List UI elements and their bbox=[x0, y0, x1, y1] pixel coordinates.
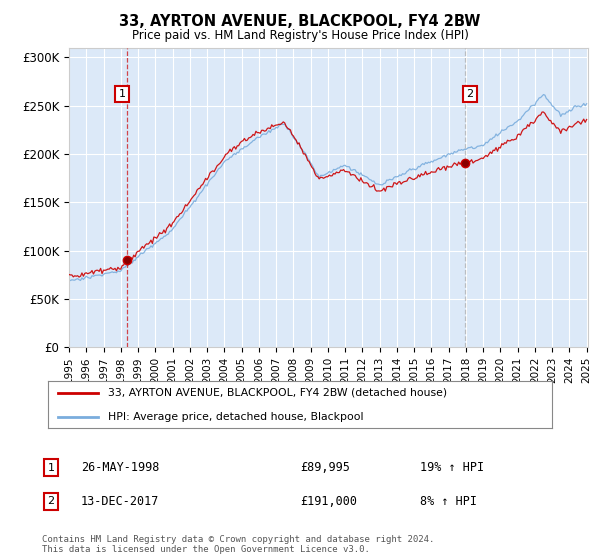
Text: 13-DEC-2017: 13-DEC-2017 bbox=[81, 494, 160, 508]
Text: 26-MAY-1998: 26-MAY-1998 bbox=[81, 461, 160, 474]
Text: 1: 1 bbox=[119, 89, 125, 99]
Text: 2: 2 bbox=[47, 496, 55, 506]
Text: 19% ↑ HPI: 19% ↑ HPI bbox=[420, 461, 484, 474]
Text: Contains HM Land Registry data © Crown copyright and database right 2024.
This d: Contains HM Land Registry data © Crown c… bbox=[42, 535, 434, 554]
Text: 2: 2 bbox=[467, 89, 474, 99]
Text: 33, AYRTON AVENUE, BLACKPOOL, FY4 2BW (detached house): 33, AYRTON AVENUE, BLACKPOOL, FY4 2BW (d… bbox=[109, 388, 448, 398]
Text: £89,995: £89,995 bbox=[300, 461, 350, 474]
Text: Price paid vs. HM Land Registry's House Price Index (HPI): Price paid vs. HM Land Registry's House … bbox=[131, 29, 469, 42]
Text: 1: 1 bbox=[47, 463, 55, 473]
Text: 33, AYRTON AVENUE, BLACKPOOL, FY4 2BW: 33, AYRTON AVENUE, BLACKPOOL, FY4 2BW bbox=[119, 14, 481, 29]
Text: HPI: Average price, detached house, Blackpool: HPI: Average price, detached house, Blac… bbox=[109, 412, 364, 422]
Text: £191,000: £191,000 bbox=[300, 494, 357, 508]
Text: 8% ↑ HPI: 8% ↑ HPI bbox=[420, 494, 477, 508]
